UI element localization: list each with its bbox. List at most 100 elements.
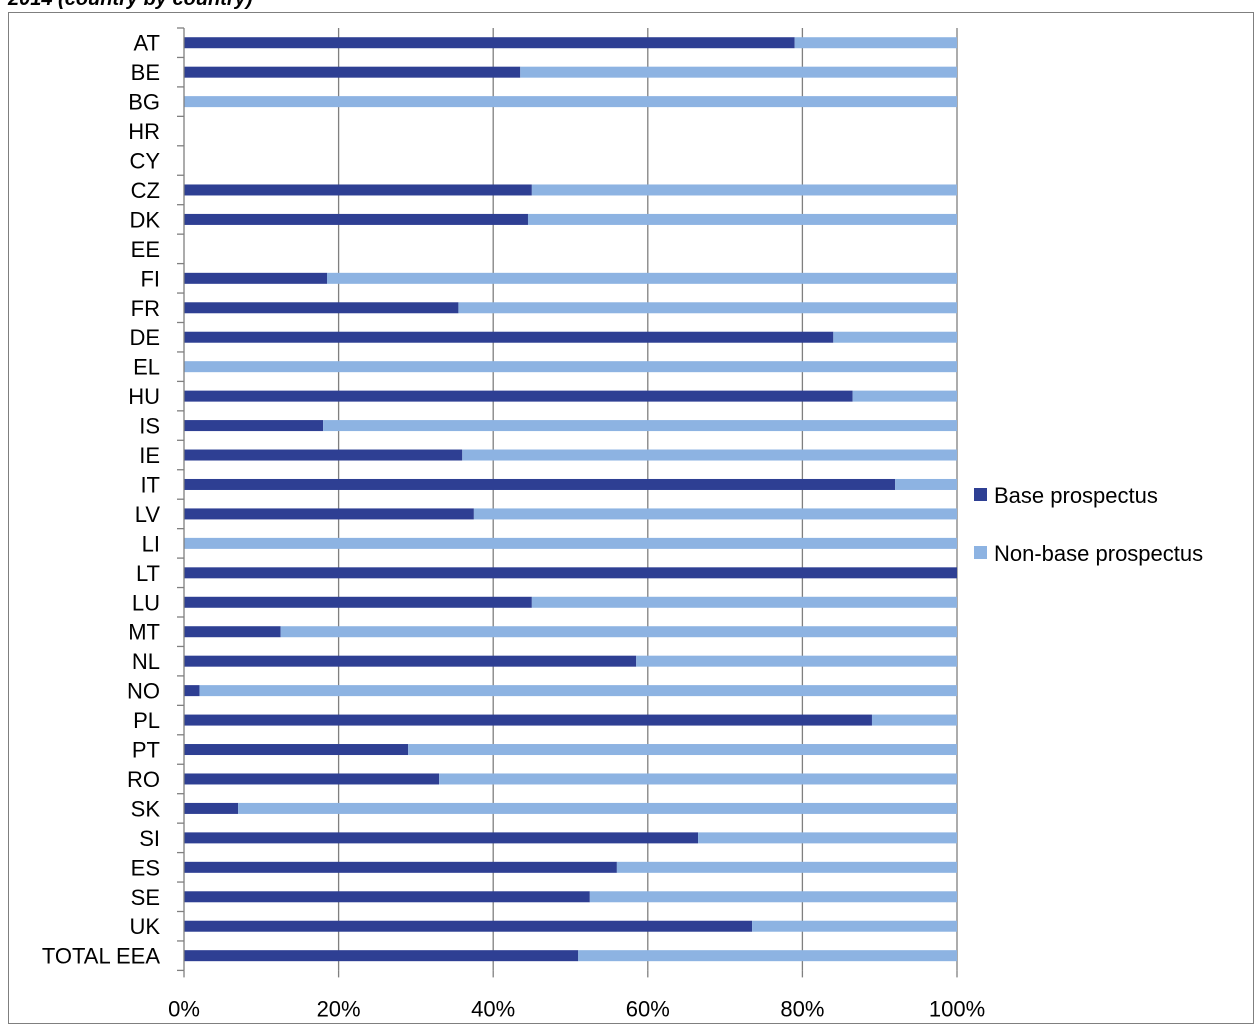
- category-label: IT: [140, 472, 160, 497]
- category-label: FI: [140, 266, 160, 291]
- bar-segment: [184, 272, 328, 284]
- category-label: CZ: [131, 178, 160, 203]
- bar-segment: [184, 567, 957, 579]
- category-label: SE: [131, 885, 160, 910]
- category-label: LI: [142, 531, 160, 556]
- bar-segment: [458, 302, 957, 314]
- bar-segment: [794, 37, 957, 49]
- category-label: UK: [129, 914, 160, 939]
- bar-segment: [852, 390, 957, 402]
- category-label: BE: [131, 60, 160, 85]
- bar-segment: [527, 213, 957, 225]
- bar-segment: [184, 508, 474, 520]
- category-label: IS: [139, 414, 160, 439]
- category-label: EE: [131, 237, 160, 262]
- bar-segment: [752, 920, 957, 932]
- x-tick-label: 0%: [168, 996, 200, 1021]
- bar-segment: [184, 802, 239, 814]
- category-label: PL: [133, 708, 160, 733]
- bar-segment: [280, 626, 957, 638]
- x-tick-label: 60%: [626, 996, 670, 1021]
- bar-segment: [184, 66, 521, 78]
- category-label: HU: [128, 384, 160, 409]
- bar-segment: [636, 655, 957, 667]
- category-label: BG: [128, 90, 160, 115]
- bar-segment: [578, 950, 957, 962]
- bar-segment: [439, 773, 958, 785]
- bar-segment: [184, 537, 957, 549]
- category-label: IE: [139, 443, 160, 468]
- bar-segment: [184, 37, 795, 49]
- bar-segment: [184, 950, 579, 962]
- bar-segment: [184, 655, 637, 667]
- bar-segment: [184, 596, 532, 608]
- bar-segment: [895, 478, 957, 490]
- bar-segment: [184, 331, 834, 343]
- category-label: SI: [139, 826, 160, 851]
- bar-segment: [184, 773, 440, 785]
- gridlines: [337, 28, 958, 971]
- bar-segment: [199, 685, 957, 697]
- category-label: RO: [127, 767, 160, 792]
- bar-segment: [184, 213, 528, 225]
- chart-caption: 2014 (country by country): [8, 0, 253, 11]
- bar-segment: [184, 832, 699, 844]
- x-tick-label: 80%: [780, 996, 824, 1021]
- category-label: AT: [134, 31, 160, 56]
- bar-segment: [184, 96, 957, 108]
- bar-segment: [184, 390, 853, 402]
- bar-segment: [184, 744, 409, 756]
- bar-segment: [184, 861, 617, 873]
- bar-segment: [184, 184, 532, 196]
- bar-segment: [520, 66, 957, 78]
- category-label: EL: [133, 355, 160, 380]
- bar-segment: [616, 861, 957, 873]
- bar-segment: [473, 508, 957, 520]
- axes: [177, 27, 958, 978]
- bar-segment: [238, 802, 958, 814]
- x-tick-labels: 0% 20% 40% 60% 80% 100%: [168, 996, 985, 1021]
- category-label: SK: [131, 796, 161, 821]
- bar-segment: [531, 184, 957, 196]
- legend-label: Base prospectus: [994, 483, 1158, 508]
- category-label: PT: [132, 738, 160, 763]
- bar-segment: [184, 449, 463, 461]
- x-tick-label: 20%: [317, 996, 361, 1021]
- bar-segment: [833, 331, 957, 343]
- bar-segment: [327, 272, 957, 284]
- category-label: MT: [128, 620, 160, 645]
- bar-segment: [184, 361, 957, 373]
- category-label: LT: [136, 561, 160, 586]
- category-label: LV: [135, 502, 161, 527]
- category-labels: AT BE BG HR CY CZ DK EE FI FR DE EL HU IS IE IT LV LI LT LU…: [42, 31, 161, 969]
- bar-segment: [184, 626, 281, 638]
- bar-segment: [184, 478, 896, 490]
- bar-segment: [184, 920, 753, 932]
- category-label: FR: [131, 296, 160, 321]
- bar-segment: [323, 420, 957, 432]
- bar-segment: [184, 714, 872, 726]
- x-tick-label: 40%: [471, 996, 515, 1021]
- bar-segment: [462, 449, 957, 461]
- bar-segment: [589, 891, 957, 903]
- category-label: HR: [128, 119, 160, 144]
- category-label: DK: [129, 207, 160, 232]
- bar-segment: [184, 302, 459, 314]
- category-label: ES: [131, 855, 160, 880]
- category-label: DE: [129, 325, 160, 350]
- category-label: NO: [127, 679, 160, 704]
- bar-segment: [184, 891, 590, 903]
- bar-segment: [698, 832, 957, 844]
- bar-segment: [184, 685, 200, 697]
- legend-swatch: [974, 546, 987, 559]
- category-label: LU: [132, 590, 160, 615]
- legend-label: Non-base prospectus: [994, 541, 1203, 566]
- bar-segment: [408, 744, 957, 756]
- category-label: NL: [132, 649, 160, 674]
- legend: Base prospectus Non-base prospectus: [974, 483, 1203, 566]
- category-label: CY: [129, 149, 160, 174]
- x-tick-label: 100%: [929, 996, 985, 1021]
- bar-segment: [531, 596, 957, 608]
